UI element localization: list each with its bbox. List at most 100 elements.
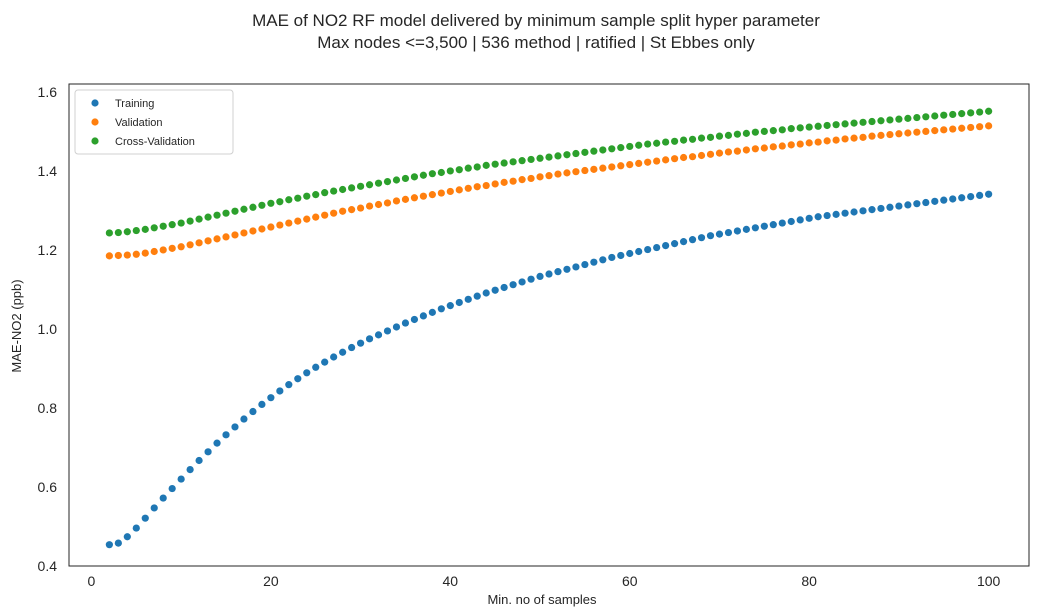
data-point bbox=[419, 312, 427, 320]
data-point bbox=[141, 514, 149, 522]
data-point bbox=[931, 127, 939, 135]
data-point bbox=[267, 223, 275, 231]
data-point bbox=[644, 158, 652, 166]
data-point bbox=[985, 190, 993, 198]
data-point bbox=[204, 237, 212, 245]
data-point bbox=[877, 117, 885, 125]
data-point bbox=[482, 161, 490, 169]
data-point bbox=[222, 209, 230, 217]
data-point bbox=[491, 286, 499, 294]
data-point bbox=[796, 216, 804, 224]
data-point bbox=[518, 157, 526, 165]
data-point bbox=[572, 149, 580, 158]
data-point bbox=[733, 147, 742, 155]
data-point bbox=[132, 524, 140, 532]
x-tick-label: 60 bbox=[622, 573, 638, 589]
data-point bbox=[697, 234, 706, 242]
data-point bbox=[114, 539, 122, 547]
data-point bbox=[967, 193, 975, 201]
data-point bbox=[464, 164, 472, 172]
data-point bbox=[679, 238, 688, 246]
legend-marker bbox=[91, 137, 99, 145]
data-point bbox=[428, 170, 436, 178]
data-point bbox=[940, 196, 948, 204]
data-point bbox=[437, 305, 445, 313]
data-point bbox=[168, 484, 176, 493]
data-point bbox=[105, 229, 113, 237]
data-point bbox=[895, 202, 903, 210]
data-point bbox=[213, 439, 221, 447]
data-point bbox=[321, 358, 329, 366]
data-point bbox=[195, 215, 203, 223]
data-point bbox=[410, 315, 419, 324]
data-point bbox=[392, 197, 401, 205]
data-point bbox=[330, 209, 338, 217]
x-tick-label: 40 bbox=[443, 573, 459, 589]
data-point bbox=[222, 233, 230, 241]
data-point bbox=[949, 195, 957, 203]
data-point bbox=[276, 387, 284, 395]
data-point bbox=[303, 215, 311, 223]
data-point bbox=[608, 163, 616, 171]
data-point bbox=[653, 139, 661, 147]
data-point bbox=[339, 185, 347, 194]
data-point bbox=[688, 135, 697, 143]
legend: Training Validation Cross-Validation bbox=[74, 89, 234, 155]
data-point bbox=[608, 253, 616, 262]
data-point bbox=[922, 127, 930, 136]
data-point bbox=[868, 132, 876, 140]
data-point bbox=[491, 180, 499, 188]
data-point bbox=[626, 142, 634, 151]
x-tick-label: 20 bbox=[263, 573, 279, 589]
data-point bbox=[635, 141, 643, 149]
x-tick-label: 80 bbox=[801, 573, 817, 589]
data-point bbox=[428, 308, 436, 316]
data-point bbox=[662, 138, 670, 146]
data-point bbox=[850, 134, 858, 142]
data-point bbox=[769, 127, 777, 135]
data-point bbox=[258, 225, 266, 233]
data-point bbox=[814, 138, 822, 146]
data-point bbox=[796, 124, 804, 132]
data-point bbox=[778, 142, 786, 150]
data-point bbox=[365, 202, 374, 210]
data-point bbox=[294, 375, 302, 383]
data-point bbox=[249, 407, 257, 416]
data-point bbox=[913, 113, 921, 122]
data-point bbox=[374, 200, 383, 209]
y-tick-label: 0.8 bbox=[38, 400, 58, 416]
data-point bbox=[733, 227, 742, 235]
data-point bbox=[608, 145, 616, 153]
data-point bbox=[312, 213, 320, 221]
data-point bbox=[401, 195, 410, 203]
data-point bbox=[500, 178, 508, 186]
data-point bbox=[392, 176, 401, 184]
data-point bbox=[330, 187, 338, 195]
data-point bbox=[455, 186, 463, 194]
series-validation bbox=[105, 122, 993, 260]
data-point bbox=[617, 251, 625, 260]
data-point bbox=[159, 494, 167, 502]
data-point bbox=[742, 146, 750, 154]
data-point bbox=[751, 224, 759, 232]
data-point bbox=[590, 165, 598, 173]
chart-subtitle: Max nodes <=3,500 | 536 method | ratifie… bbox=[317, 33, 755, 52]
data-point bbox=[177, 219, 185, 227]
data-point bbox=[967, 109, 975, 117]
data-point bbox=[321, 211, 329, 219]
data-point bbox=[832, 136, 840, 144]
data-point bbox=[330, 353, 338, 361]
y-tick-label: 1.0 bbox=[38, 321, 58, 337]
data-point bbox=[671, 240, 679, 248]
data-point bbox=[572, 168, 580, 176]
plot-frame bbox=[68, 83, 1030, 567]
data-point bbox=[688, 236, 697, 244]
data-point bbox=[509, 177, 517, 185]
data-point bbox=[922, 198, 930, 207]
data-point bbox=[599, 256, 607, 264]
data-point bbox=[760, 144, 768, 152]
data-point bbox=[150, 247, 158, 256]
data-point bbox=[473, 163, 481, 171]
data-point bbox=[886, 116, 894, 124]
data-point bbox=[653, 243, 661, 252]
